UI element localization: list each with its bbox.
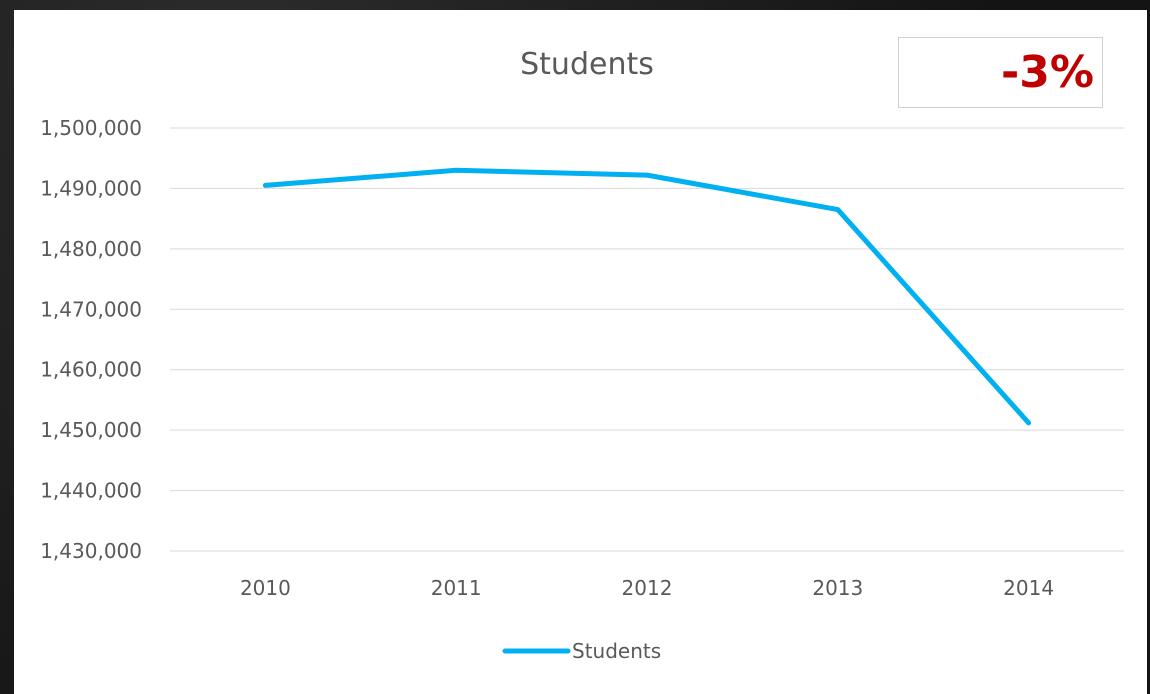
y-tick-label: 1,490,000 [40, 176, 142, 200]
line-chart: Students 1,430,000 1,440,000 1,450,000 1,46… [40, 47, 1124, 663]
x-tick-label: 2012 [622, 576, 673, 600]
x-tick-label: 2010 [240, 576, 291, 600]
x-tick-label: 2014 [1003, 576, 1054, 600]
x-tick-label: 2011 [431, 576, 482, 600]
change-percent-label: -3% [1001, 47, 1094, 98]
chart-card: Students 1,430,000 1,440,000 1,450,000 1,46… [14, 10, 1147, 694]
y-tick-label: 1,500,000 [40, 116, 142, 140]
series-lines [262, 167, 1032, 426]
chart-title: Students [520, 47, 654, 82]
change-annotation-box: -3% [898, 37, 1103, 108]
legend-label-students: Students [572, 639, 661, 663]
gridlines [170, 127, 1124, 552]
series-line-students [262, 167, 1032, 426]
y-tick-label: 1,440,000 [40, 479, 142, 503]
y-tick-label: 1,450,000 [40, 418, 142, 442]
legend: Students [502, 639, 661, 663]
x-axis-tick-labels: 2010 2011 2012 2013 2014 [240, 576, 1054, 600]
y-tick-label: 1,480,000 [40, 237, 142, 261]
y-tick-label: 1,470,000 [40, 297, 142, 321]
y-tick-label: 1,430,000 [40, 539, 142, 563]
y-axis-tick-labels: 1,430,000 1,440,000 1,450,000 1,460,000 1,47… [40, 116, 142, 563]
y-tick-label: 1,460,000 [40, 358, 142, 382]
x-tick-label: 2013 [812, 576, 863, 600]
